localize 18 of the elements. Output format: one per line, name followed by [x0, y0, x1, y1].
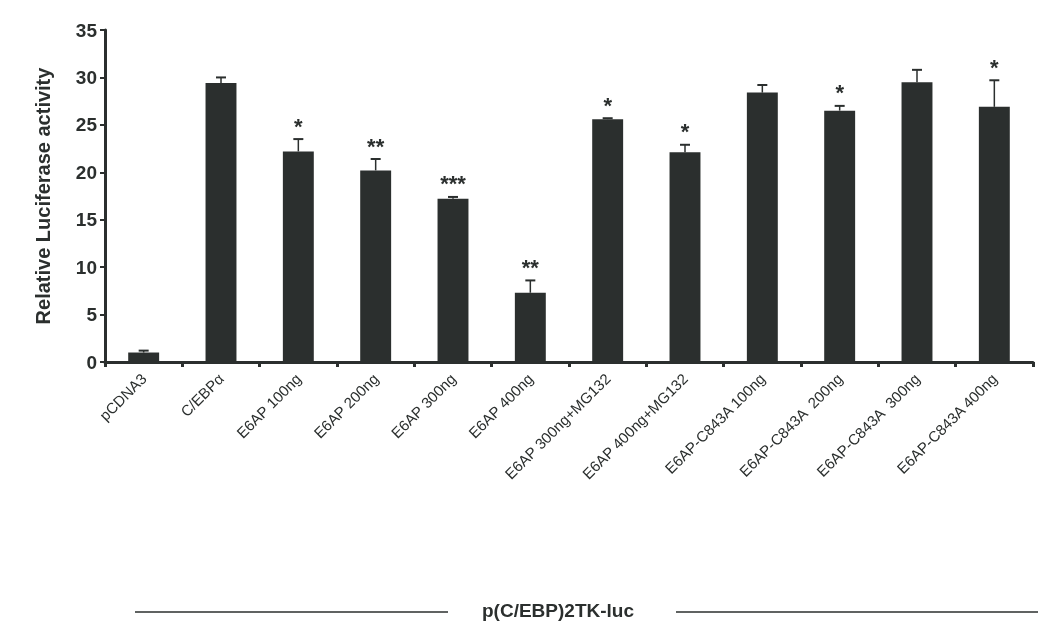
- annotation: *: [835, 80, 845, 106]
- y-tick-label: 25: [75, 114, 98, 136]
- annotation: *: [990, 54, 1000, 80]
- y-tick-label: 15: [75, 209, 98, 231]
- annotation: *: [294, 113, 304, 139]
- y-axis-title: Relative Luciferase activity: [32, 66, 54, 325]
- y-tick-label: 30: [75, 66, 97, 88]
- y-tick-label: 20: [75, 161, 97, 183]
- y-tick-label: 35: [75, 19, 98, 41]
- y-tick-label: 5: [86, 304, 98, 326]
- y-tick-label: 0: [86, 351, 97, 373]
- text: p(C/EBP)2TK-luc: [482, 600, 635, 621]
- annotation: **: [367, 133, 385, 159]
- annotation: *: [603, 92, 613, 118]
- annotation: ***: [440, 171, 467, 197]
- y-tick-label: 10: [75, 256, 97, 278]
- annotation: *: [680, 119, 690, 145]
- annotation: **: [521, 254, 540, 280]
